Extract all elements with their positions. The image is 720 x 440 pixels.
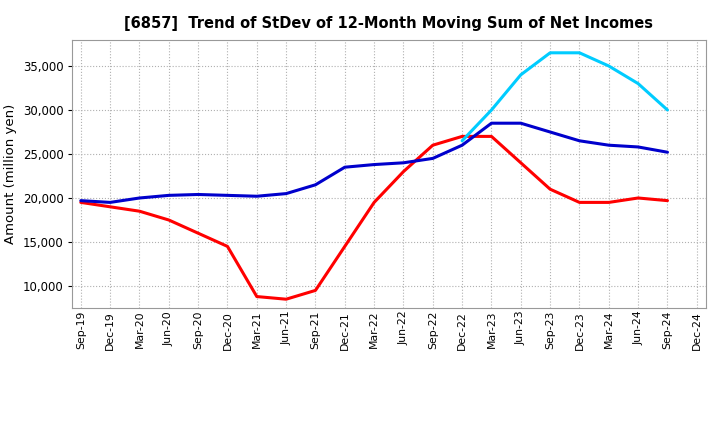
3 Years xyxy=(663,198,672,203)
3 Years xyxy=(253,294,261,299)
7 Years xyxy=(575,50,584,55)
3 Years xyxy=(341,244,349,249)
5 Years xyxy=(194,192,202,197)
Line: 5 Years: 5 Years xyxy=(81,123,667,202)
7 Years xyxy=(663,107,672,113)
Line: 7 Years: 7 Years xyxy=(462,53,667,141)
5 Years xyxy=(135,195,144,201)
Line: 3 Years: 3 Years xyxy=(81,136,667,299)
3 Years xyxy=(76,200,85,205)
5 Years xyxy=(253,194,261,199)
7 Years xyxy=(605,63,613,69)
Y-axis label: Amount (million yen): Amount (million yen) xyxy=(4,104,17,244)
5 Years xyxy=(458,143,467,148)
5 Years xyxy=(663,150,672,155)
7 Years xyxy=(487,107,496,113)
3 Years xyxy=(106,204,114,209)
5 Years xyxy=(546,129,554,135)
3 Years xyxy=(135,209,144,214)
3 Years xyxy=(487,134,496,139)
3 Years xyxy=(311,288,320,293)
7 Years xyxy=(546,50,554,55)
5 Years xyxy=(605,143,613,148)
7 Years xyxy=(458,138,467,143)
5 Years xyxy=(516,121,525,126)
3 Years xyxy=(428,143,437,148)
5 Years xyxy=(428,156,437,161)
3 Years xyxy=(546,187,554,192)
5 Years xyxy=(76,198,85,203)
5 Years xyxy=(575,138,584,143)
3 Years xyxy=(282,297,290,302)
3 Years xyxy=(516,160,525,165)
5 Years xyxy=(487,121,496,126)
7 Years xyxy=(516,72,525,77)
3 Years xyxy=(194,231,202,236)
5 Years xyxy=(106,200,114,205)
5 Years xyxy=(223,193,232,198)
3 Years xyxy=(458,134,467,139)
3 Years xyxy=(634,195,642,201)
7 Years xyxy=(634,81,642,86)
Title: [6857]  Trend of StDev of 12-Month Moving Sum of Net Incomes: [6857] Trend of StDev of 12-Month Moving… xyxy=(125,16,653,32)
5 Years xyxy=(311,182,320,187)
5 Years xyxy=(341,165,349,170)
5 Years xyxy=(399,160,408,165)
3 Years xyxy=(605,200,613,205)
5 Years xyxy=(370,162,379,167)
3 Years xyxy=(164,217,173,223)
5 Years xyxy=(634,144,642,150)
3 Years xyxy=(223,244,232,249)
3 Years xyxy=(399,169,408,174)
3 Years xyxy=(370,200,379,205)
3 Years xyxy=(575,200,584,205)
5 Years xyxy=(282,191,290,196)
5 Years xyxy=(164,193,173,198)
